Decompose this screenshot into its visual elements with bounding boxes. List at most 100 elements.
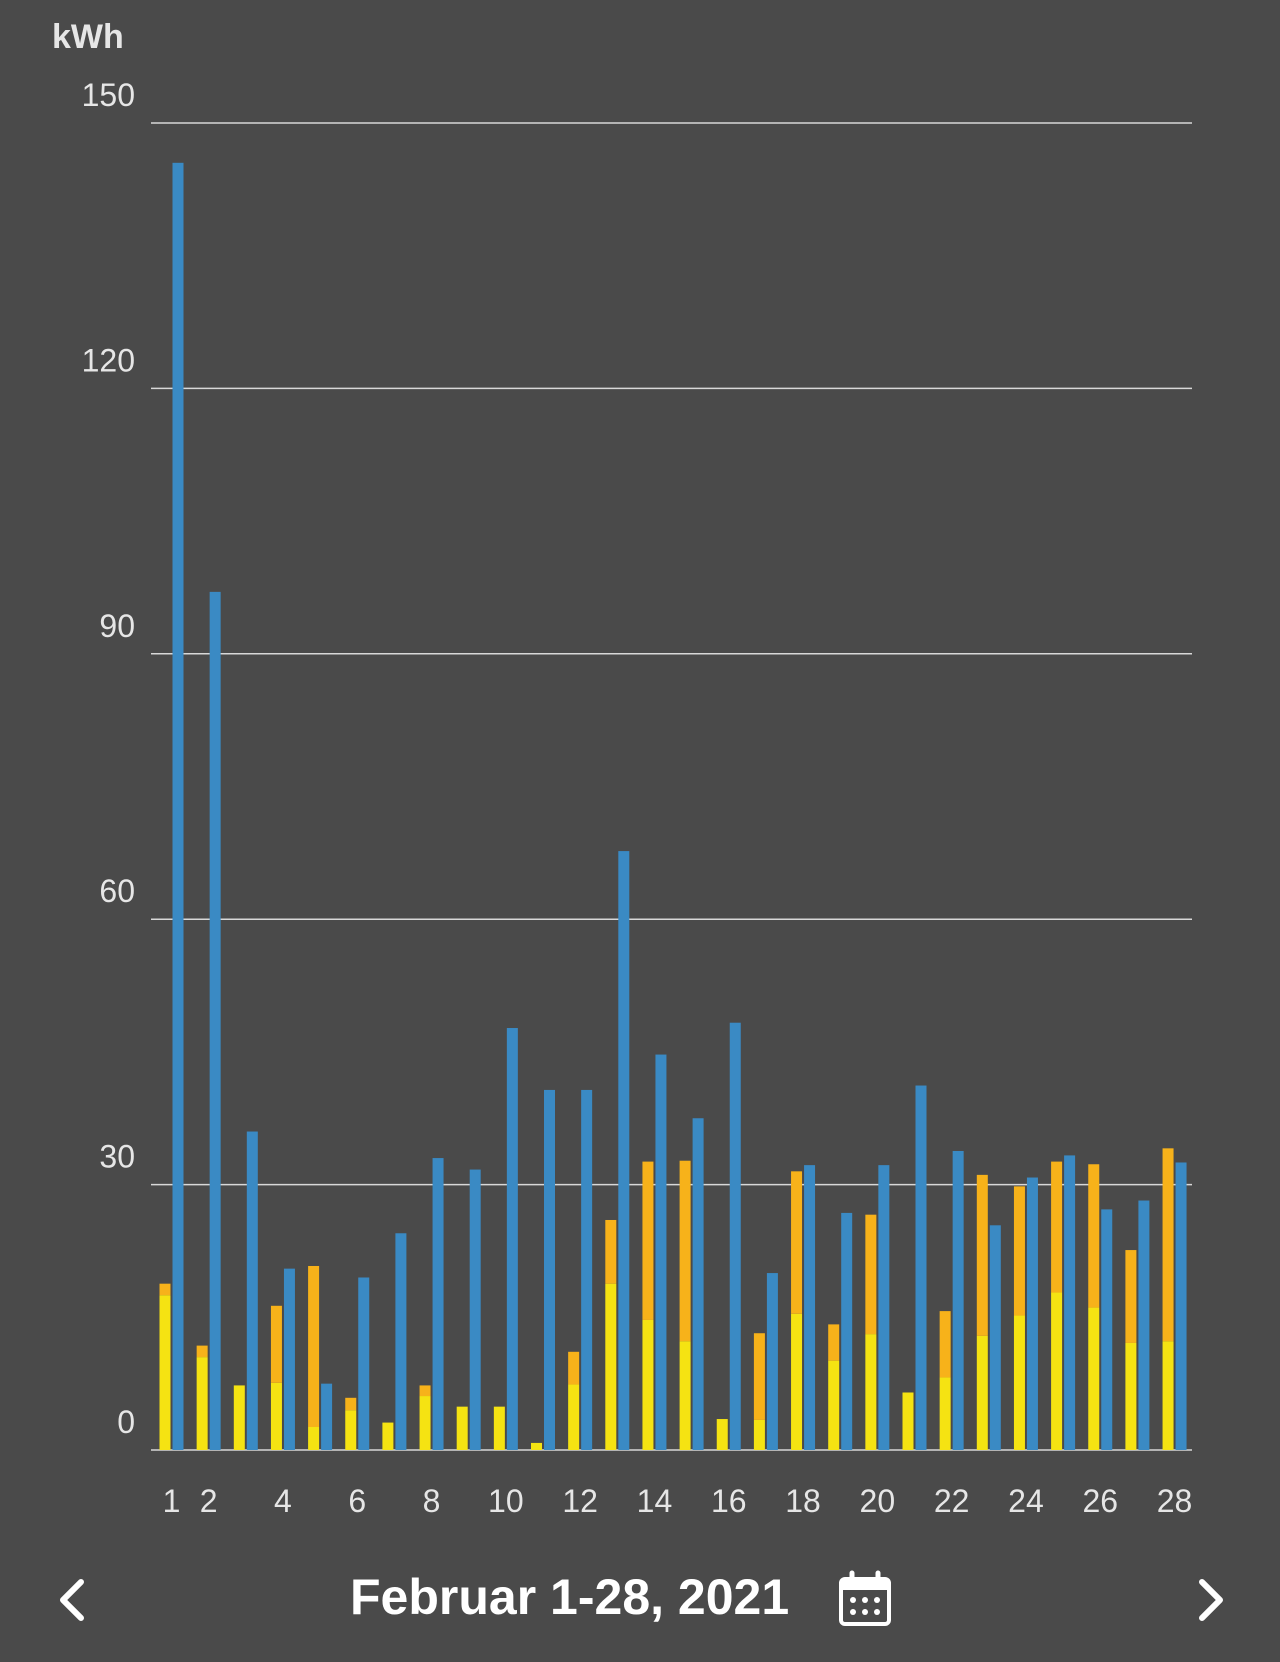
bar-yellow-day-8 [419, 1396, 431, 1450]
bar-orange-day-19 [828, 1324, 840, 1361]
chevron-left-icon [60, 1579, 84, 1621]
y-unit-label: kWh [52, 18, 124, 56]
bar-orange-day-18 [791, 1171, 803, 1314]
x-tick-label-16: 16 [711, 1483, 747, 1519]
chevron-right-icon [1199, 1579, 1223, 1621]
bar-blue-day-19 [841, 1212, 853, 1450]
bar-blue-day-15 [692, 1118, 704, 1450]
bar-orange-day-23 [976, 1174, 988, 1336]
bar-orange-day-25 [1051, 1161, 1063, 1293]
bar-yellow-day-16 [716, 1419, 728, 1450]
bar-blue-day-5 [321, 1383, 333, 1450]
bar-yellow-day-27 [1125, 1342, 1137, 1450]
bar-blue-day-20 [878, 1165, 890, 1450]
y-tick-label-90: 90 [99, 608, 135, 644]
x-tick-label-12: 12 [562, 1483, 598, 1519]
bar-orange-day-22 [939, 1311, 951, 1378]
x-tick-label-24: 24 [1008, 1483, 1044, 1519]
bar-yellow-day-14 [642, 1319, 654, 1450]
bar-blue-day-1 [172, 162, 184, 1450]
bar-yellow-day-10 [493, 1406, 505, 1450]
bar-blue-day-13 [618, 851, 630, 1450]
next-period-button[interactable] [1178, 1570, 1238, 1630]
bar-blue-day-18 [804, 1165, 816, 1450]
calendar-button[interactable] [835, 1570, 895, 1630]
x-tick-labels: 1 2 4 6 8 10 12 14 16 18 20 22 24 26 28 [163, 1483, 1193, 1519]
bar-blue-day-11 [544, 1089, 555, 1450]
bar-yellow-day-18 [791, 1313, 803, 1450]
bar-yellow-day-7 [382, 1422, 394, 1450]
bar-blue-day-8 [432, 1158, 444, 1450]
bar-yellow-day-22 [939, 1377, 951, 1450]
y-tick-label-120: 120 [82, 342, 135, 378]
bar-blue-day-17 [766, 1273, 778, 1450]
bar-blue-day-28 [1175, 1162, 1187, 1450]
bar-yellow-day-17 [753, 1419, 765, 1450]
bar-yellow-day-12 [568, 1384, 580, 1450]
bar-yellow-day-13 [605, 1283, 617, 1450]
bar-yellow-day-3 [233, 1385, 245, 1450]
bar-orange-day-4 [270, 1305, 282, 1383]
x-tick-label-8: 8 [423, 1483, 441, 1519]
bar-blue-day-12 [581, 1089, 593, 1450]
bar-blue-day-10 [506, 1028, 518, 1450]
bar-yellow-day-5 [308, 1426, 320, 1450]
period-label: Februar 1-28, 2021 [350, 1569, 790, 1625]
bar-yellow-day-28 [1162, 1341, 1174, 1450]
bar-orange-day-13 [605, 1219, 617, 1284]
bar-yellow-day-1 [159, 1295, 171, 1450]
bar-blue-day-23 [989, 1225, 1001, 1450]
bar-blue-day-26 [1101, 1209, 1113, 1450]
bar-blue-day-27 [1138, 1200, 1150, 1450]
bar-orange-day-1 [159, 1283, 171, 1296]
y-tick-label-0: 0 [117, 1404, 135, 1440]
bar-orange-day-26 [1088, 1164, 1100, 1308]
bar-orange-day-8 [419, 1385, 431, 1397]
bar-yellow-day-24 [1013, 1315, 1025, 1450]
bar-blue-day-21 [915, 1085, 927, 1450]
x-tick-label-20: 20 [860, 1483, 896, 1519]
bar-blue-day-25 [1064, 1155, 1076, 1450]
bar-blue-day-3 [246, 1131, 258, 1450]
bar-blue-day-9 [469, 1169, 481, 1450]
bars [159, 162, 1187, 1450]
bar-orange-day-20 [865, 1214, 877, 1335]
bar-yellow-day-2 [196, 1357, 208, 1450]
bar-yellow-day-26 [1088, 1307, 1100, 1450]
bar-yellow-day-9 [456, 1406, 468, 1450]
bar-orange-day-2 [196, 1345, 208, 1358]
y-tick-label-60: 60 [99, 873, 135, 909]
bar-orange-day-6 [345, 1397, 357, 1411]
x-tick-label-4: 4 [274, 1483, 292, 1519]
bar-yellow-day-19 [828, 1360, 840, 1450]
bar-blue-day-2 [209, 591, 221, 1450]
bar-blue-day-7 [395, 1233, 407, 1450]
x-tick-label-10: 10 [488, 1483, 524, 1519]
x-tick-label-26: 26 [1082, 1483, 1118, 1519]
bar-orange-day-28 [1162, 1148, 1174, 1342]
bar-blue-day-14 [655, 1054, 667, 1450]
bar-orange-day-17 [753, 1333, 765, 1420]
x-tick-label-1: 1 [163, 1483, 181, 1519]
bar-yellow-day-23 [976, 1335, 988, 1450]
bar-blue-day-16 [729, 1022, 741, 1450]
bar-orange-day-14 [642, 1161, 654, 1320]
bar-orange-day-27 [1125, 1250, 1137, 1343]
bar-orange-day-12 [568, 1351, 580, 1385]
bar-orange-day-24 [1013, 1186, 1025, 1316]
x-tick-label-14: 14 [637, 1483, 673, 1519]
bar-orange-day-5 [308, 1265, 320, 1427]
bar-yellow-day-4 [270, 1382, 282, 1450]
previous-period-button[interactable] [45, 1570, 105, 1630]
x-tick-label-6: 6 [348, 1483, 366, 1519]
bar-orange-day-15 [679, 1160, 691, 1342]
bar-yellow-day-21 [902, 1392, 914, 1450]
bar-blue-day-6 [358, 1277, 370, 1450]
x-tick-label-28: 28 [1157, 1483, 1193, 1519]
y-tick-label-150: 150 [82, 77, 135, 113]
bar-yellow-day-15 [679, 1341, 691, 1450]
x-tick-label-22: 22 [934, 1483, 970, 1519]
bar-blue-day-24 [1026, 1177, 1038, 1450]
calendar-icon [839, 1570, 891, 1626]
